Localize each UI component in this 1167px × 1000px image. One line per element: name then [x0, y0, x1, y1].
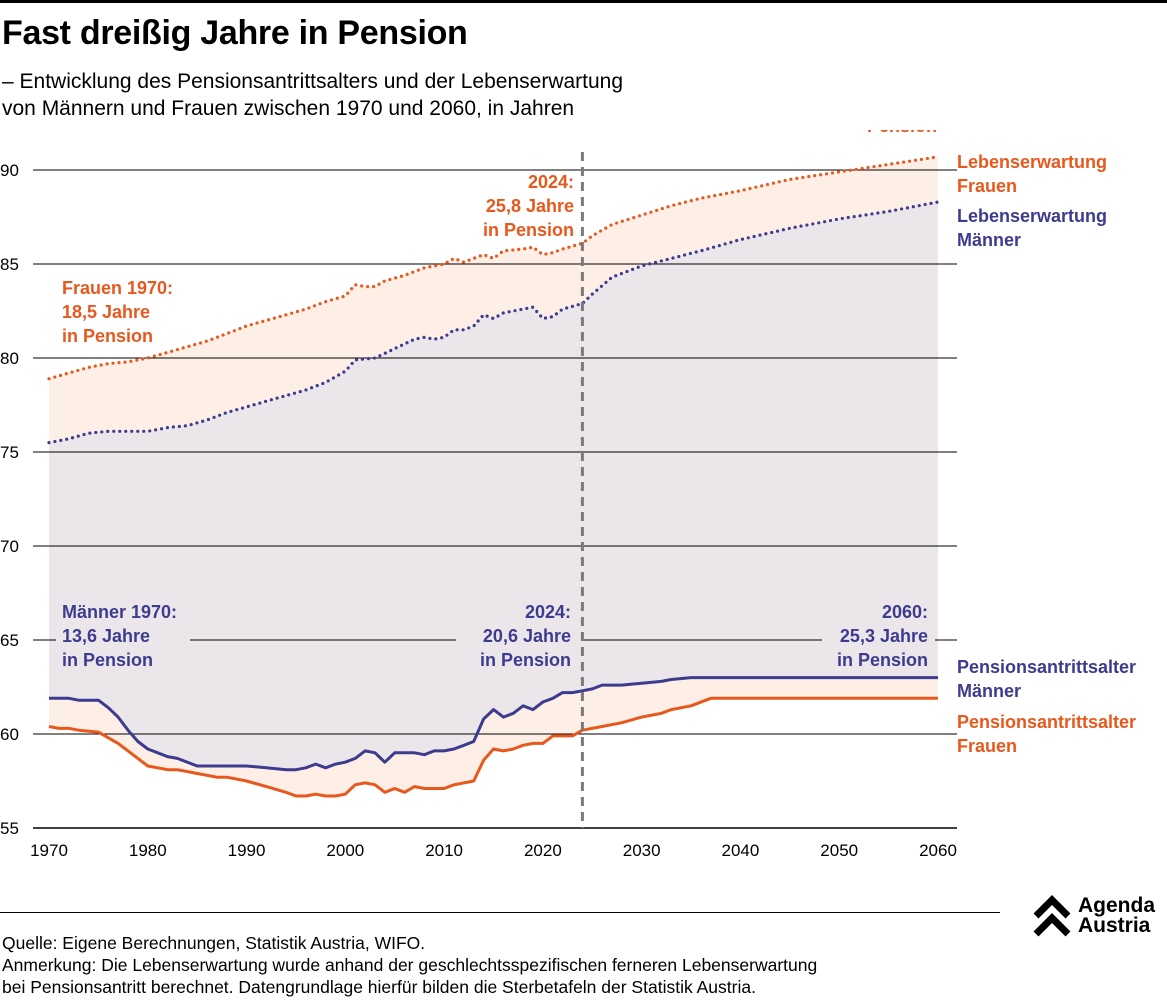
annotation-4-line-1: 20,6 Jahre: [483, 626, 571, 646]
y-tick-label-60: 60: [0, 725, 19, 744]
annotation-5-line-1: 25,3 Jahre: [840, 626, 928, 646]
annotation-3: Männer 1970: 13,6 Jahre in Pension: [62, 602, 177, 670]
grid-gap-0: [56, 634, 190, 646]
series-label-3-line-0: Pensionsantrittsalter: [957, 712, 1136, 732]
x-tick-label-2000: 2000: [326, 841, 364, 860]
chart-subtitle: – Entwicklung des Pensionsantrittsalters…: [2, 68, 762, 122]
x-tick-label-2030: 2030: [623, 841, 661, 860]
annotation-2: Frauen 1970: 18,5 Jahre in Pension: [62, 278, 173, 346]
logo-line-1: Agenda: [1078, 894, 1156, 917]
series-label-0-line-0: Lebenserwartung: [957, 152, 1107, 172]
double-chevron-up-icon: [1033, 895, 1071, 937]
annotation-0-line-2: Pension: [867, 130, 937, 136]
fill-band-men: [49, 202, 938, 770]
annotation-2-line-1: 18,5 Jahre: [62, 302, 150, 322]
y-tick-label-90: 90: [0, 161, 19, 180]
series-label-0-line-1: Frauen: [957, 176, 1017, 196]
annotation-1-line-1: 25,8 Jahre: [486, 196, 574, 216]
y-tick-label-85: 85: [0, 255, 19, 274]
series-label-3: Pensionsantrittsalter Frauen: [957, 712, 1136, 756]
agenda-austria-logo: Agenda Austria: [1030, 892, 1167, 940]
annotation-2-line-0: Frauen 1970:: [62, 278, 173, 298]
fill-band-women-upper: [49, 156, 938, 443]
annotation-5: 2060: 25,3 Jahre in Pension: [837, 602, 928, 670]
x-axis: 1970 1980 1990 2000 2010 2020 2030 2040 2050 2060: [30, 841, 957, 860]
chart-title: Fast dreißig Jahre in Pension: [2, 14, 468, 52]
annotation-5-line-2: in Pension: [837, 650, 928, 670]
footer-note-1: Anmerkung: Die Lebenserwartung wurde anh…: [2, 955, 818, 975]
annotation-4-line-2: in Pension: [480, 650, 571, 670]
series-line-pensionsantrittsalter-männer: [49, 676, 938, 772]
x-tick-label-1970: 1970: [30, 841, 68, 860]
y-tick-label-75: 75: [0, 443, 19, 462]
series-label-1-line-1: Männer: [957, 230, 1021, 250]
x-tick-label-2060: 2060: [919, 841, 957, 860]
series-label-0: Lebenserwartung Frauen: [957, 152, 1107, 196]
footer-rule: [0, 912, 1000, 913]
annotation-4: 2024: 20,6 Jahre in Pension: [480, 602, 571, 670]
annotation-1-line-2: in Pension: [483, 220, 574, 240]
x-tick-label-1990: 1990: [228, 841, 266, 860]
series-labels: Lebenserwartung Frauen Lebenserwartung Männ…: [957, 152, 1136, 756]
annotation-3-line-1: 13,6 Jahre: [62, 626, 150, 646]
series-label-2-line-1: Männer: [957, 681, 1021, 701]
x-tick-label-2040: 2040: [722, 841, 760, 860]
y-tick-label-70: 70: [0, 537, 19, 556]
series-lines: [47, 155, 940, 798]
annotation-4-line-0: 2024:: [525, 602, 571, 622]
subtitle-line-2: von Männern und Frauen zwischen 1970 und…: [2, 97, 575, 120]
fill-band-women-lower: [49, 677, 938, 796]
grid-gap-2: [822, 634, 935, 646]
grid-gap-1: [456, 634, 583, 646]
series-label-1: Lebenserwartung Männer: [957, 206, 1107, 250]
y-tick-label-55: 55: [0, 819, 19, 838]
subtitle-line-1: – Entwicklung des Pensionsantrittsalters…: [2, 70, 624, 93]
footer: Quelle: Eigene Berechnungen, Statistik A…: [2, 932, 1002, 998]
annotation-3-line-2: in Pension: [62, 650, 153, 670]
footer-source: Quelle: Eigene Berechnungen, Statistik A…: [2, 933, 426, 953]
series-line-lebenserwartung-männer: [47, 200, 940, 445]
annotation-1: 2024: 25,8 Jahre in Pension: [483, 172, 574, 240]
annotation-2-line-2: in Pension: [62, 326, 153, 346]
y-axis: 55 60 65 70 75 80 85 90: [0, 161, 19, 838]
footer-note-2: bei Pensionsantritt berechnet. Datengrun…: [2, 977, 756, 997]
series-label-1-line-0: Lebenserwartung: [957, 206, 1107, 226]
x-tick-label-2050: 2050: [820, 841, 858, 860]
y-tick-label-80: 80: [0, 349, 19, 368]
logo-line-2: Austria: [1078, 914, 1151, 937]
series-label-3-line-1: Frauen: [957, 736, 1017, 756]
area-fills: [49, 156, 938, 796]
top-rule: [0, 0, 1167, 3]
annotation-3-line-0: Männer 1970:: [62, 602, 177, 622]
grid-lines: [33, 169, 957, 829]
annotation-5-line-0: 2060:: [882, 602, 928, 622]
annotation-1-line-0: 2024:: [528, 172, 574, 192]
series-line-pensionsantrittsalter-frauen: [48, 696, 938, 798]
x-tick-label-2010: 2010: [425, 841, 463, 860]
y-tick-label-65: 65: [0, 631, 19, 650]
logo-text: Agenda Austria: [1078, 894, 1156, 937]
x-tick-label-2020: 2020: [524, 841, 562, 860]
x-tick-label-1980: 1980: [129, 841, 167, 860]
series-label-2: Pensionsantrittsalter Männer: [957, 657, 1136, 701]
series-line-lebenserwartung-frauen: [47, 155, 940, 381]
series-label-2-line-0: Pensionsantrittsalter: [957, 657, 1136, 677]
